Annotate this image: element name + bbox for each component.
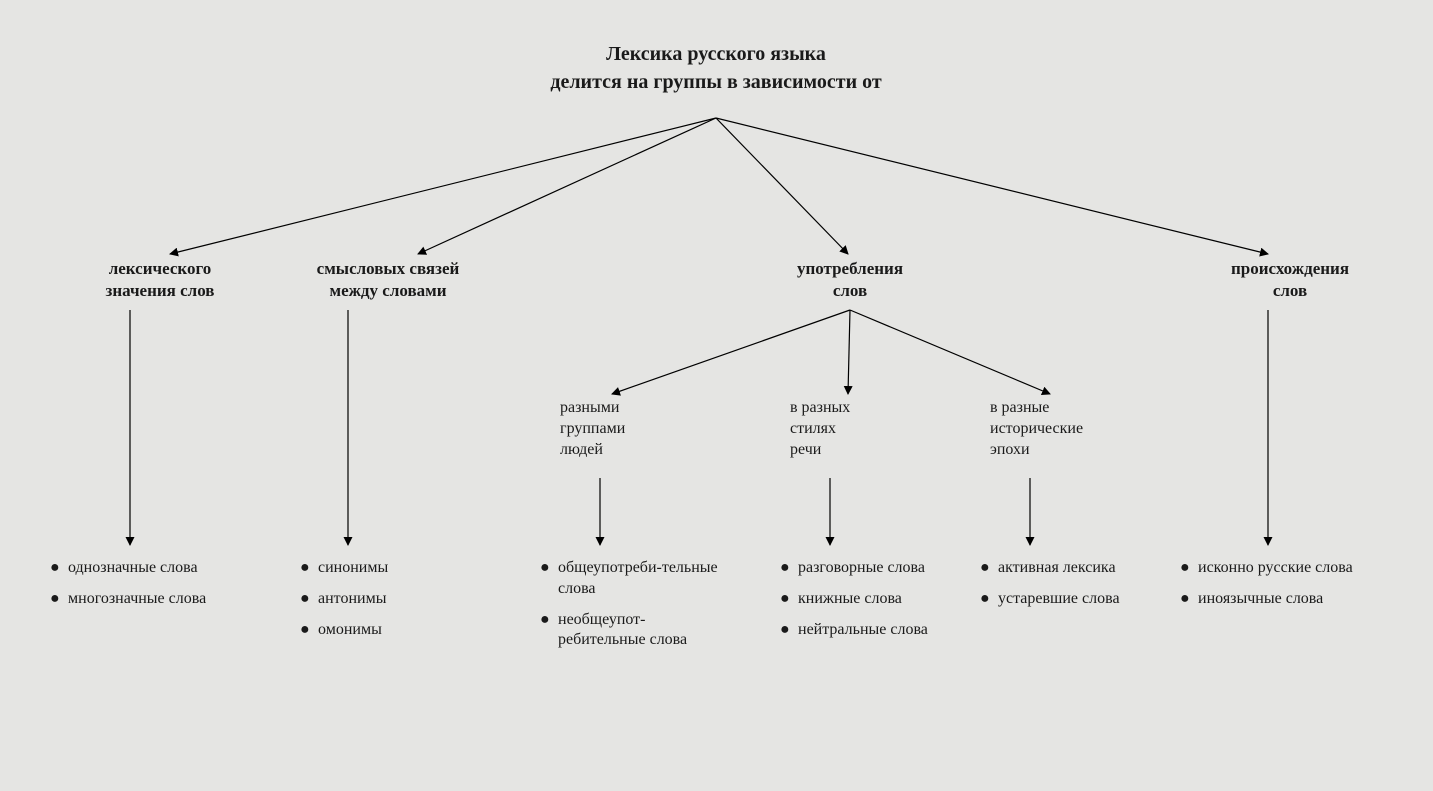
bullets-styles: разговорные слова книжные слова нейтральны… bbox=[780, 558, 970, 650]
bullets-lex: однозначные слова многозначные слова bbox=[50, 558, 270, 620]
branch-label-lex: лексическогозначения слов bbox=[70, 258, 250, 302]
branch-label-line: между словами bbox=[278, 280, 498, 302]
sub-label-line: исторические bbox=[990, 419, 1150, 440]
diagram-title: Лексика русского языкаделится на группы … bbox=[466, 40, 966, 96]
bullet-item: общеупотреби-тельные слова bbox=[540, 558, 730, 600]
sub-label-line: группами bbox=[560, 419, 700, 440]
bullets-sem: синонимы антонимы омонимы bbox=[300, 558, 520, 650]
bullet-item: омонимы bbox=[300, 620, 520, 641]
sub-label-groups: разнымигруппамилюдей bbox=[560, 398, 700, 460]
branch-label-sem: смысловых связеймежду словами bbox=[278, 258, 498, 302]
bullet-item: иноязычные слова bbox=[1180, 589, 1400, 610]
connector-lines bbox=[0, 0, 1433, 791]
lexicon-diagram: Лексика русского языкаделится на группы … bbox=[0, 0, 1433, 791]
sub-label-line: речи bbox=[790, 440, 920, 461]
bullet-item: нейтральные слова bbox=[780, 620, 970, 641]
branch-label-line: смысловых связей bbox=[278, 258, 498, 280]
sub-label-line: стилях bbox=[790, 419, 920, 440]
title-line1: Лексика русского языка bbox=[466, 40, 966, 68]
sub-label-line: людей bbox=[560, 440, 700, 461]
branch-label-line: лексического bbox=[70, 258, 250, 280]
bullet-item: устаревшие слова bbox=[980, 589, 1170, 610]
bullets-origin: исконно русские слова иноязычные слова bbox=[1180, 558, 1400, 620]
bullet-item: разговорные слова bbox=[780, 558, 970, 579]
bullet-item: однозначные слова bbox=[50, 558, 270, 579]
bullet-item: синонимы bbox=[300, 558, 520, 579]
bullet-item: антонимы bbox=[300, 589, 520, 610]
bullet-item: активная лексика bbox=[980, 558, 1170, 579]
bullet-item: книжные слова bbox=[780, 589, 970, 610]
sub-label-epochs: в разныеисторическиеэпохи bbox=[990, 398, 1150, 460]
branch-label-line: происхождения bbox=[1190, 258, 1390, 280]
bullet-item: исконно русские слова bbox=[1180, 558, 1400, 579]
bullet-item: необщеупот-ребительные слова bbox=[540, 610, 730, 652]
sub-label-styles: в разныхстиляхречи bbox=[790, 398, 920, 460]
branch-label-line: слов bbox=[760, 280, 940, 302]
branch-label-line: значения слов bbox=[70, 280, 250, 302]
branch-label-origin: происхожденияслов bbox=[1190, 258, 1390, 302]
bullet-item: многозначные слова bbox=[50, 589, 270, 610]
sub-label-line: эпохи bbox=[990, 440, 1150, 461]
branch-label-line: слов bbox=[1190, 280, 1390, 302]
branch-label-use: употребленияслов bbox=[760, 258, 940, 302]
bullets-epochs: активная лексика устаревшие слова bbox=[980, 558, 1170, 620]
title-line2: делится на группы в зависимости от bbox=[466, 68, 966, 96]
bullets-groups: общеупотреби-тельные слова необщеупот-реб… bbox=[540, 558, 730, 661]
branch-label-line: употребления bbox=[760, 258, 940, 280]
sub-label-line: в разных bbox=[790, 398, 920, 419]
sub-label-line: в разные bbox=[990, 398, 1150, 419]
sub-label-line: разными bbox=[560, 398, 700, 419]
